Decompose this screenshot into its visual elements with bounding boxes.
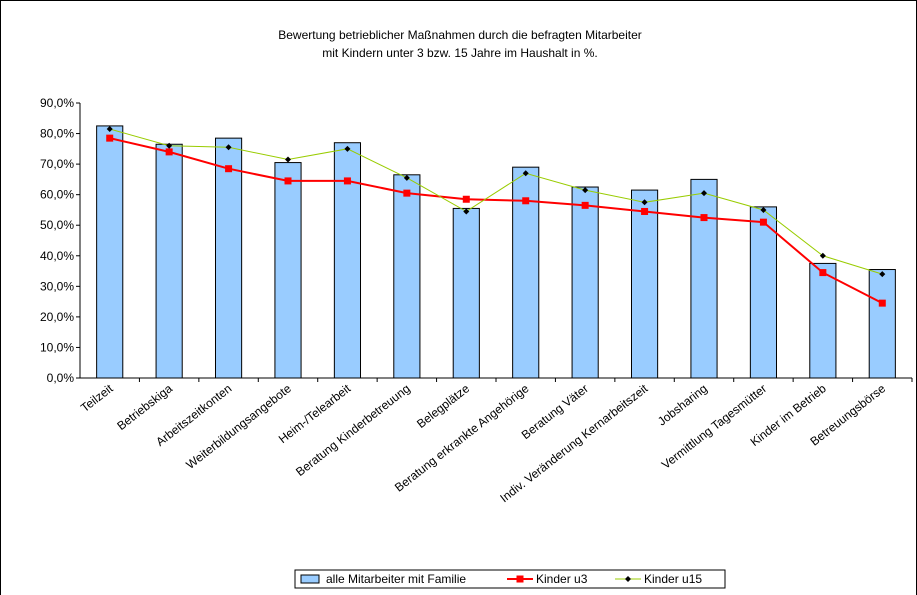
line-marker	[166, 142, 173, 149]
line-marker	[522, 197, 530, 205]
chart-title: Bewertung betrieblicher Maßnahmen durch …	[278, 28, 642, 42]
legend-label: Kinder u15	[644, 572, 702, 586]
line-marker	[343, 177, 351, 185]
legend-label: Kinder u3	[536, 572, 588, 586]
line-marker	[700, 214, 708, 222]
line-marker	[225, 165, 233, 173]
bar	[630, 189, 659, 379]
line-marker	[463, 208, 470, 215]
y-tick-label: 60,0%	[40, 188, 74, 202]
line-marker	[284, 177, 292, 185]
line-marker	[641, 199, 648, 206]
bar	[749, 206, 778, 379]
y-tick-label: 20,0%	[40, 310, 74, 324]
bar	[809, 262, 837, 379]
bar	[155, 143, 183, 379]
y-tick-label: 80,0%	[40, 127, 74, 141]
y-tick-label: 40,0%	[40, 249, 74, 263]
line-marker	[403, 189, 411, 197]
line-marker	[641, 207, 649, 215]
bar	[274, 162, 302, 379]
y-tick-label: 30,0%	[40, 279, 74, 293]
bar	[393, 174, 421, 379]
bar	[214, 137, 243, 379]
chart-title: mit Kindern unter 3 bzw. 15 Jahre im Hau…	[322, 46, 597, 60]
legend-swatch	[300, 574, 320, 584]
line-marker	[879, 271, 886, 278]
legend-label: alle Mitarbeiter mit Familie	[326, 572, 466, 586]
bar	[96, 125, 124, 379]
line-marker	[582, 187, 589, 194]
bar	[690, 178, 718, 379]
y-tick-label: 0,0%	[47, 371, 75, 385]
line-marker	[344, 145, 351, 152]
line-marker	[760, 206, 767, 213]
line-marker	[106, 125, 113, 132]
y-tick-label: 90,0%	[40, 96, 74, 110]
line-marker	[165, 148, 173, 156]
bar	[571, 186, 599, 379]
legend-marker	[625, 576, 631, 582]
line-marker	[403, 174, 410, 181]
line-marker	[759, 218, 767, 226]
line-marker	[106, 134, 114, 142]
line	[109, 137, 883, 305]
line-marker	[701, 190, 707, 197]
line-marker	[581, 201, 589, 209]
legend-marker	[516, 575, 524, 583]
line-marker	[819, 252, 826, 259]
line-marker	[225, 144, 232, 151]
bar	[868, 269, 896, 379]
y-tick-label: 10,0%	[40, 340, 74, 354]
line-marker	[285, 156, 291, 163]
line	[109, 128, 883, 275]
line-marker	[819, 269, 827, 277]
line-marker	[522, 170, 529, 177]
line-marker	[462, 195, 470, 203]
y-tick-label: 50,0%	[40, 218, 74, 232]
y-tick-label: 70,0%	[40, 157, 74, 171]
line-marker	[878, 299, 886, 307]
bar	[452, 207, 480, 379]
